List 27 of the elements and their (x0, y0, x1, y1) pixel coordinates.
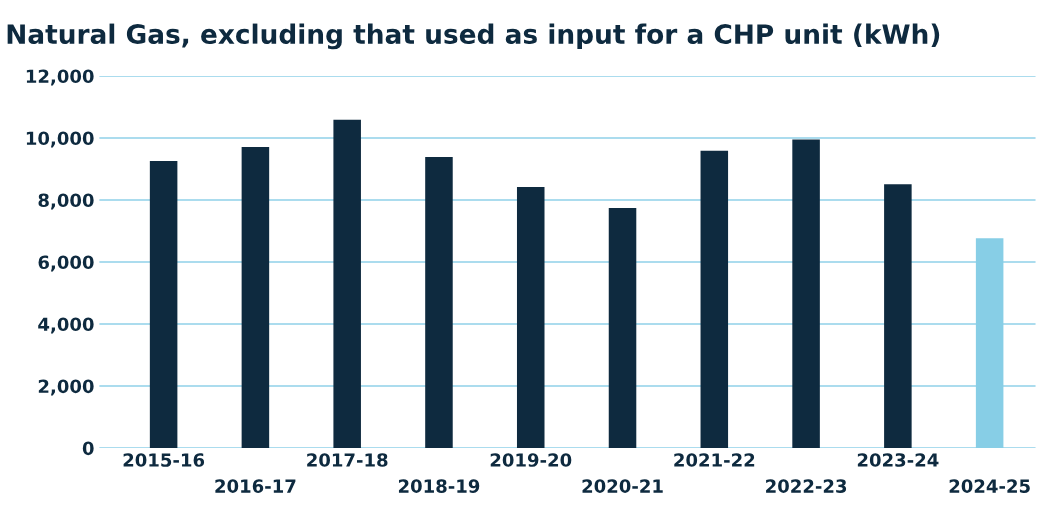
bar (608, 208, 637, 449)
y-tick-label: 8,000 (38, 193, 94, 210)
x-tick-label: 2021-22 (674, 453, 755, 467)
bar (149, 160, 178, 449)
bar (425, 156, 453, 449)
bar (884, 184, 912, 449)
x-tick-label: 2018-19 (398, 479, 480, 493)
x-tick-label: 2015-16 (123, 453, 205, 467)
x-tick-label: 2022-23 (766, 479, 847, 493)
y-tick-label: 0 (82, 441, 94, 456)
x-tick-label: 2016-17 (215, 479, 296, 493)
x-tick-label: 2019-20 (490, 453, 572, 467)
y-tick-label: 4,000 (38, 317, 94, 334)
x-tick-label: 2023-24 (857, 453, 939, 467)
y-tick-label: 2,000 (38, 379, 94, 396)
x-tick-label: 2017-18 (307, 453, 388, 467)
x-tick-label: 2020-21 (582, 479, 663, 493)
chart-title: Natural Gas, excluding that used as input for a CHP unit (kWh) (7, 23, 940, 50)
bar (241, 146, 270, 449)
bar (516, 186, 545, 449)
bar (333, 119, 361, 449)
y-tick-label: 6,000 (38, 255, 94, 272)
y-tick-label: 12,000 (26, 69, 94, 86)
x-tick-label: 2024-25 (949, 479, 1030, 493)
bar (700, 150, 729, 449)
bar (792, 139, 820, 449)
y-tick-label: 10,000 (26, 131, 94, 148)
